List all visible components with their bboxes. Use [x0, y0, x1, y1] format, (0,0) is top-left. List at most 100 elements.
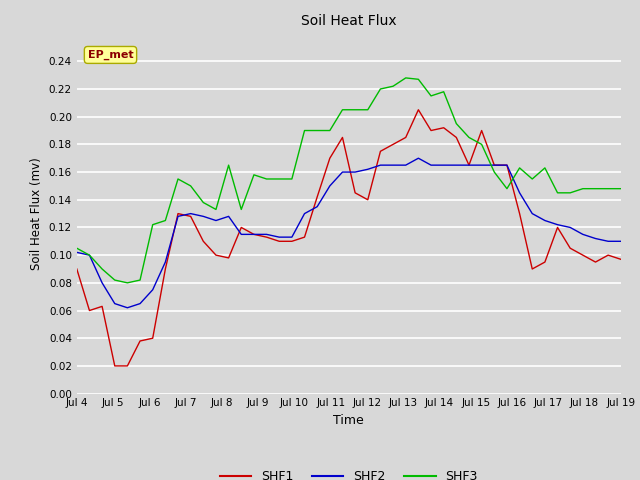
SHF2	[579, 231, 587, 237]
SHF1	[364, 197, 372, 203]
SHF3	[465, 134, 473, 140]
SHF1	[314, 194, 321, 200]
SHF3	[314, 128, 321, 133]
SHF2	[200, 214, 207, 219]
SHF3	[73, 245, 81, 251]
SHF1	[389, 142, 397, 147]
SHF2	[364, 167, 372, 172]
SHF1	[604, 252, 612, 258]
SHF1	[200, 239, 207, 244]
SHF1	[440, 125, 447, 131]
SHF1	[351, 190, 359, 196]
SHF1	[579, 252, 587, 258]
Y-axis label: Soil Heat Flux (mv): Soil Heat Flux (mv)	[30, 157, 44, 270]
SHF2	[250, 231, 258, 237]
SHF2	[566, 225, 574, 230]
SHF3	[200, 200, 207, 205]
SHF2	[529, 211, 536, 216]
SHF1	[73, 266, 81, 272]
SHF1	[376, 148, 384, 154]
SHF3	[326, 128, 333, 133]
SHF3	[452, 120, 460, 126]
SHF1	[529, 266, 536, 272]
SHF2	[149, 287, 157, 293]
SHF3	[187, 183, 195, 189]
SHF1	[86, 308, 93, 313]
SHF3	[415, 76, 422, 82]
SHF1	[212, 252, 220, 258]
Line: SHF1: SHF1	[77, 110, 621, 366]
SHF1	[566, 245, 574, 251]
SHF1	[415, 107, 422, 113]
SHF3	[402, 75, 410, 81]
SHF3	[541, 165, 548, 171]
SHF2	[351, 169, 359, 175]
SHF2	[301, 211, 308, 216]
SHF1	[275, 239, 283, 244]
SHF3	[288, 176, 296, 182]
SHF3	[440, 89, 447, 95]
SHF2	[275, 234, 283, 240]
Line: SHF2: SHF2	[77, 158, 621, 308]
SHF3	[174, 176, 182, 182]
SHF1	[301, 234, 308, 240]
SHF3	[617, 186, 625, 192]
SHF3	[263, 176, 271, 182]
SHF2	[237, 231, 245, 237]
SHF3	[237, 206, 245, 212]
SHF2	[326, 183, 333, 189]
SHF1	[225, 255, 232, 261]
SHF1	[124, 363, 131, 369]
SHF2	[136, 300, 144, 306]
SHF3	[124, 280, 131, 286]
SHF3	[503, 186, 511, 192]
Title: Soil Heat Flux: Soil Heat Flux	[301, 14, 397, 28]
SHF2	[604, 239, 612, 244]
SHF1	[263, 234, 271, 240]
SHF2	[124, 305, 131, 311]
SHF3	[250, 172, 258, 178]
SHF2	[86, 252, 93, 258]
SHF2	[591, 236, 599, 241]
SHF1	[326, 156, 333, 161]
SHF2	[516, 190, 524, 196]
SHF3	[579, 186, 587, 192]
SHF1	[149, 336, 157, 341]
SHF1	[187, 214, 195, 219]
SHF1	[427, 128, 435, 133]
SHF3	[161, 217, 169, 223]
SHF1	[288, 239, 296, 244]
SHF2	[478, 162, 486, 168]
SHF3	[376, 86, 384, 92]
SHF2	[263, 231, 271, 237]
SHF1	[402, 134, 410, 140]
SHF1	[478, 128, 486, 133]
SHF2	[440, 162, 447, 168]
SHF1	[591, 259, 599, 265]
SHF2	[339, 169, 346, 175]
SHF2	[427, 162, 435, 168]
SHF2	[389, 162, 397, 168]
SHF3	[604, 186, 612, 192]
Line: SHF3: SHF3	[77, 78, 621, 283]
SHF1	[465, 162, 473, 168]
SHF3	[136, 277, 144, 283]
SHF2	[452, 162, 460, 168]
SHF3	[364, 107, 372, 113]
SHF3	[149, 222, 157, 228]
SHF2	[174, 214, 182, 219]
SHF3	[490, 169, 498, 175]
SHF1	[237, 225, 245, 230]
SHF1	[161, 266, 169, 272]
SHF2	[503, 162, 511, 168]
SHF2	[541, 217, 548, 223]
SHF2	[288, 234, 296, 240]
SHF1	[503, 162, 511, 168]
SHF3	[339, 107, 346, 113]
SHF2	[225, 214, 232, 219]
SHF1	[617, 256, 625, 262]
SHF3	[99, 266, 106, 272]
SHF1	[250, 231, 258, 237]
SHF2	[99, 280, 106, 286]
SHF2	[402, 162, 410, 168]
